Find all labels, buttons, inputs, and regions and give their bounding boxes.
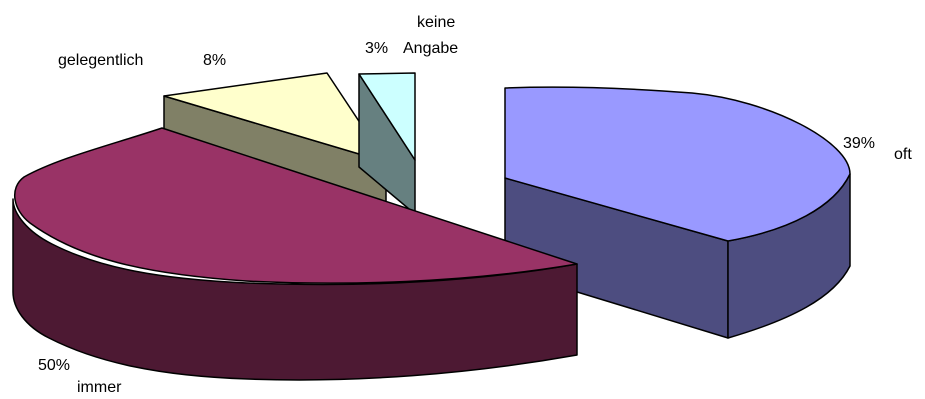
pie-slice-oft [504,86,851,339]
pie-slice-immer [12,127,578,381]
pie-slice-gelegentlich-top [163,72,387,163]
pie-slice-immer-side [12,198,578,381]
pie-slice-immer-top [14,127,578,284]
pie-label-oft-category: oft [894,146,912,163]
pie-label-immer-value: 50% [38,357,70,374]
pie-slices-layer [12,72,851,381]
pie-label-gelegentlich-value: 8% [203,52,226,69]
pie-label-keine-angabe-category: keine Angabe [403,14,458,57]
pie-label-immer-category: immer [77,379,122,396]
pie-slice-oft-top [504,86,851,242]
pie-slice-keine-angabe-top [358,72,416,161]
pie-label-keine-angabe-value: 3% [365,40,388,57]
pie-slice-gelegentlich [163,72,387,206]
pie-label-gelegentlich-category: gelegentlich [58,52,143,69]
pie-label-oft-value: 39% [843,135,875,152]
pie-labels-layer: 39% oft 50% immer gelegentlich 8% keine Angabe 3… [38,14,912,396]
